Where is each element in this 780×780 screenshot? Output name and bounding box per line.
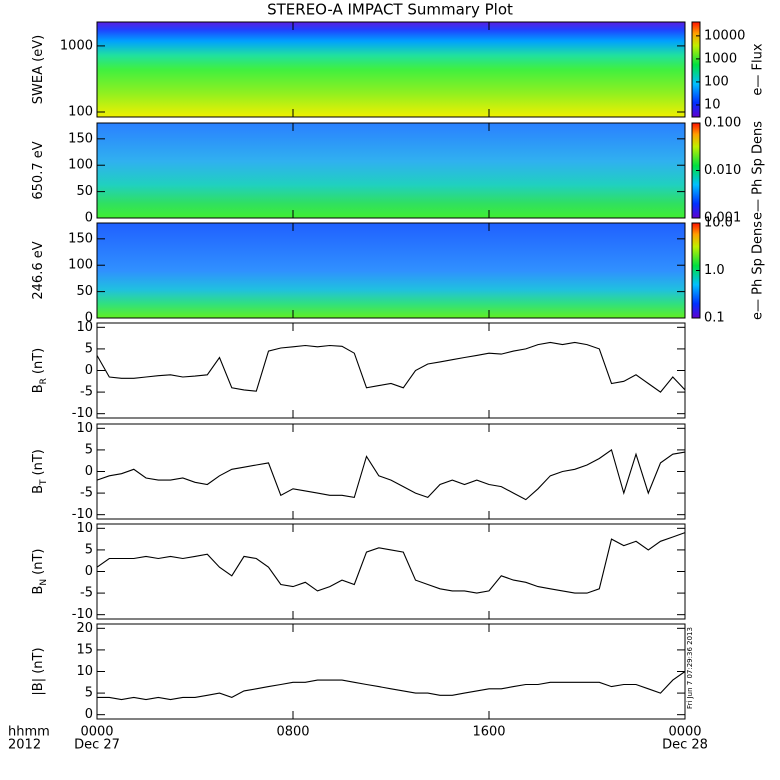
y-tick-label: 100 — [68, 104, 93, 119]
y-tick-label: 5 — [85, 686, 93, 701]
y-tick-label: 0 — [85, 363, 93, 378]
colorbar-label: e— Flux — [751, 43, 766, 95]
y-label-sub: R — [39, 378, 49, 384]
y-tick-label: -10 — [72, 507, 93, 522]
y-axis-label: 246.6 eV — [31, 241, 46, 299]
y-tick-label: 15 — [76, 642, 93, 657]
date-label: Dec 27 — [74, 738, 120, 753]
colorbar-label: e— Ph Sp Dens — [751, 121, 766, 220]
y-label-sub: N — [39, 579, 49, 586]
data-line — [97, 671, 686, 701]
colorbar-tick-label: 0.001 — [704, 211, 741, 226]
y-label-main: 246.6 eV — [31, 241, 46, 299]
plot-title: STEREO-A IMPACT Summary Plot — [267, 1, 513, 19]
colorbar — [691, 21, 701, 118]
y-tick-label: 50 — [76, 284, 93, 299]
colorbar-tick-label: 1000 — [704, 51, 737, 66]
colorbar-tick-label: 10.0 — [704, 216, 733, 231]
y-label-main: B — [31, 384, 46, 393]
y-axis-label: BR (nT) — [31, 348, 49, 394]
y-tick-label: 0 — [85, 564, 93, 579]
x-tick-label: 1600 — [472, 725, 505, 740]
colorbar-tick-label: 0.1 — [704, 311, 725, 326]
y-tick-label: 5 — [85, 341, 93, 356]
data-line — [96, 449, 686, 501]
y-tick-label: -10 — [72, 607, 93, 622]
data-line — [96, 341, 686, 393]
y-tick-label: 5 — [85, 442, 93, 457]
colorbar-tick-label: 0.100 — [704, 116, 741, 131]
x-tick-label: 0000 — [668, 725, 701, 740]
panel-frame — [96, 523, 686, 620]
y-tick-label: 150 — [68, 231, 93, 246]
y-axis-label: BT (nT) — [31, 449, 49, 494]
y-tick-label: 1000 — [60, 38, 93, 53]
colorbar-tick-label: 1.0 — [704, 263, 725, 278]
y-tick-label: 100 — [68, 258, 93, 273]
panel-frame — [96, 222, 686, 319]
x-tick-label: 0000 — [80, 725, 113, 740]
y-tick-label: 5 — [85, 542, 93, 557]
panel-frame — [96, 21, 686, 118]
y-tick-label: 0 — [85, 311, 93, 326]
y-tick-label: 10 — [76, 521, 93, 536]
spectrogram-image — [97, 22, 685, 117]
y-label-main: 650.7 eV — [31, 141, 46, 199]
colorbar-tick-label: 10000 — [704, 28, 745, 43]
y-tick-label: 100 — [68, 158, 93, 173]
corner-label: 2012 — [8, 738, 41, 753]
timestamp: Fri Jun 7 07:29:36 2013 — [686, 627, 694, 709]
panel-frame — [96, 423, 686, 520]
y-axis-label: SWEA (eV) — [31, 35, 46, 104]
y-tick-label: -5 — [80, 486, 93, 501]
y-tick-label: 0 — [85, 464, 93, 479]
y-label-main: B — [31, 485, 46, 494]
panel-frame — [96, 623, 686, 720]
y-tick-label: 10 — [76, 664, 93, 679]
y-label-unit: (nT) — [31, 549, 46, 575]
x-tick-label: 0800 — [276, 725, 309, 740]
y-tick-label: 20 — [76, 621, 93, 636]
y-tick-label: 10 — [76, 421, 93, 436]
colorbar-tick-label: 100 — [704, 74, 729, 89]
corner-label: hhmm — [8, 725, 50, 740]
y-label-unit: (nT) — [31, 449, 46, 475]
y-tick-label: 150 — [68, 131, 93, 146]
panel-frame — [96, 322, 686, 419]
y-tick-label: 0 — [85, 707, 93, 722]
y-tick-label: 10 — [76, 320, 93, 335]
colorbar-tick-label: 0.010 — [704, 163, 741, 178]
colorbar-label: e— Ph Sp Dens — [751, 221, 766, 320]
y-axis-label: 650.7 eV — [31, 141, 46, 199]
date-label: Dec 28 — [662, 738, 708, 753]
y-tick-label: 0 — [85, 211, 93, 226]
spectrogram-image — [97, 223, 685, 318]
y-label-main: B — [31, 586, 46, 595]
spectrogram-image — [97, 123, 685, 218]
y-tick-label: 50 — [76, 184, 93, 199]
y-label-main: |B| (nT) — [31, 647, 46, 695]
y-tick-label: -5 — [80, 586, 93, 601]
y-tick-label: -5 — [80, 385, 93, 400]
y-label-unit: (nT) — [31, 348, 46, 374]
y-tick-label: -10 — [72, 406, 93, 421]
colorbar-tick-label: 10 — [704, 97, 721, 112]
y-label-main: SWEA (eV) — [31, 35, 46, 104]
data-line — [96, 532, 686, 594]
y-label-sub: T — [39, 479, 49, 486]
y-axis-label: BN (nT) — [31, 549, 49, 595]
y-axis-label: |B| (nT) — [31, 647, 46, 695]
panel-frame — [96, 122, 686, 219]
